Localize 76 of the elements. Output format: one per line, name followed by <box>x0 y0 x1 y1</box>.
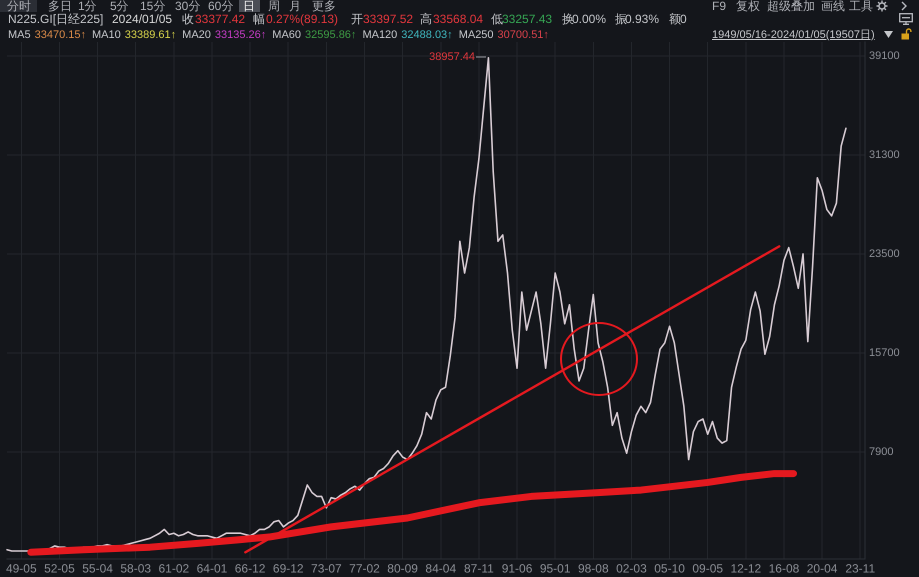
text: 30分 <box>175 0 200 13</box>
text: 33377.42 <box>195 12 246 26</box>
annotation: 38957.44 <box>429 50 475 64</box>
x-tick-label: 66-12 <box>234 562 266 576</box>
text: 月 <box>289 0 301 13</box>
text: 15分 <box>140 0 166 13</box>
x-tick-label: 12-12 <box>730 562 762 576</box>
x-tick-label: 73-07 <box>311 562 342 576</box>
text: 32595.86↑ <box>305 28 356 42</box>
text: 33470.15↑ <box>34 28 86 42</box>
text: 工具 <box>849 0 873 13</box>
text: 振 <box>615 12 627 26</box>
x-tick-label: 55-04 <box>82 562 114 576</box>
x-tick-label: 69-12 <box>272 562 304 576</box>
x-tick-label: 09-05 <box>692 562 724 576</box>
x-tick-label: 98-08 <box>578 562 609 576</box>
text: MA5 <box>8 28 31 42</box>
text: 0.00% <box>572 12 606 26</box>
text: 5分 <box>110 0 129 13</box>
y-tick-label: 7900 <box>869 446 894 458</box>
x-tick-label: 91-06 <box>502 562 533 576</box>
x-tick-label: 84-04 <box>425 562 456 576</box>
chart-title: N225.GI[日经225] <box>8 12 104 26</box>
y-tick-label: 31300 <box>869 149 900 161</box>
x-tick-label: 49-05 <box>6 562 37 576</box>
text: 收 <box>182 12 194 26</box>
text: 分时 <box>7 0 31 13</box>
x-tick-label: 77-02 <box>349 562 380 576</box>
y-tick-label: 15700 <box>869 347 900 360</box>
text: 开 <box>351 12 363 26</box>
text: 1949/05/16-2024/01/05(19507日) <box>712 28 875 42</box>
y-tick-label: 39100 <box>869 50 900 62</box>
text: 2024/01/05 <box>112 12 172 26</box>
x-tick-label: 02-03 <box>616 562 648 576</box>
text: MA250 <box>458 28 494 42</box>
x-tick-label: 87-11 <box>464 562 494 576</box>
x-tick-label: 95-01 <box>540 562 571 576</box>
text: 1分 <box>78 0 97 13</box>
text: 33389.61↑ <box>124 28 176 42</box>
text: 0.27%(89.13) <box>266 12 338 26</box>
text: 30700.51↑ <box>498 28 549 42</box>
text: 33135.26↑ <box>214 28 266 42</box>
text: 33568.04 <box>433 12 484 26</box>
text: 33257.43 <box>502 12 552 26</box>
x-tick-label: 16-08 <box>768 562 800 576</box>
text: 画线 <box>821 0 845 13</box>
text: 多日 <box>48 0 72 13</box>
text: 复权 <box>736 0 760 13</box>
x-tick-label: 61-02 <box>158 562 190 576</box>
x-tick-label: 52-05 <box>44 562 76 576</box>
x-tick-label: 80-09 <box>387 562 418 576</box>
y-tick-label: 23500 <box>869 248 900 260</box>
text: 更多 <box>312 0 336 13</box>
text: 32488.03↑ <box>401 28 453 42</box>
x-tick-label: 64-01 <box>196 562 228 576</box>
text: 超级叠加 <box>767 0 815 13</box>
x-tick-label: 58-03 <box>120 562 152 576</box>
text: 周 <box>268 0 280 13</box>
text: 幅 <box>253 12 265 26</box>
text: 换 <box>562 12 574 26</box>
text: MA10 <box>92 28 121 42</box>
text: 低 <box>491 12 503 26</box>
x-tick-label: 23-11 <box>845 562 876 576</box>
x-tick-label: 20-04 <box>806 562 838 576</box>
text: MA20 <box>182 28 211 42</box>
text: 0.93% <box>625 12 660 26</box>
text: 0 <box>680 12 687 26</box>
text: 日 <box>243 0 255 13</box>
x-tick-label: 05-10 <box>654 562 686 576</box>
text: F9 <box>712 0 726 13</box>
text: 60分 <box>208 0 234 13</box>
text: 高 <box>420 12 432 26</box>
text: 额 <box>669 12 681 26</box>
text: MA60 <box>272 28 302 42</box>
text: MA120 <box>362 28 398 42</box>
text: 33397.52 <box>363 12 414 26</box>
